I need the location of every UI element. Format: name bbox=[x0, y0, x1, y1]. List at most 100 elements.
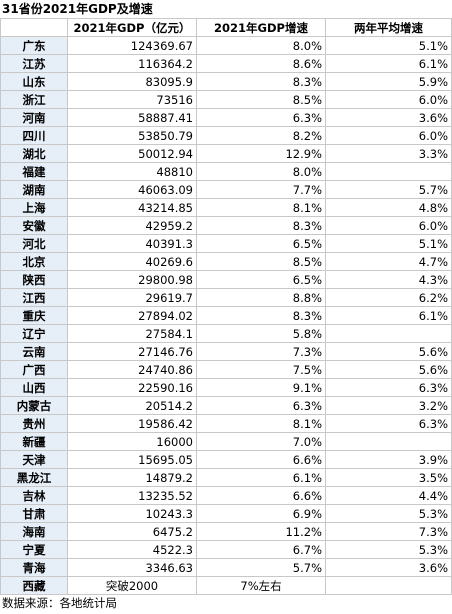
data-source-note: 数据来源：各地统计局 bbox=[2, 596, 117, 610]
two-year-avg-cell: 3.6% bbox=[325, 108, 452, 127]
two-year-avg-cell bbox=[325, 162, 452, 181]
two-year-avg-cell bbox=[325, 576, 452, 595]
two-year-avg-cell: 6.0% bbox=[325, 216, 452, 235]
table-row: 江苏 116364.2 8.6% 6.1% bbox=[0, 54, 452, 73]
two-year-avg-cell: 6.3% bbox=[325, 414, 452, 433]
growth-cell: 7.0% bbox=[196, 432, 326, 451]
two-year-avg-cell: 4.3% bbox=[325, 270, 452, 289]
province-cell: 甘肃 bbox=[0, 504, 68, 523]
province-cell: 陕西 bbox=[0, 270, 68, 289]
gdp-cell: 83095.9 bbox=[67, 72, 197, 91]
two-year-avg-cell: 6.1% bbox=[325, 306, 452, 325]
table-row: 湖北 50012.94 12.9% 3.3% bbox=[0, 144, 452, 163]
two-year-avg-cell: 5.3% bbox=[325, 540, 452, 559]
gdp-cell: 27146.76 bbox=[67, 342, 197, 361]
gdp-cell: 29800.98 bbox=[67, 270, 197, 289]
table-row: 重庆 27894.02 8.3% 6.1% bbox=[0, 306, 452, 325]
province-cell: 内蒙古 bbox=[0, 396, 68, 415]
gdp-cell: 29619.7 bbox=[67, 288, 197, 307]
province-cell: 湖北 bbox=[0, 144, 68, 163]
growth-cell: 6.3% bbox=[196, 108, 326, 127]
two-year-avg-cell bbox=[325, 324, 452, 343]
two-year-avg-cell: 4.4% bbox=[325, 486, 452, 505]
growth-cell: 6.9% bbox=[196, 504, 326, 523]
table-row: 吉林 13235.52 6.6% 4.4% bbox=[0, 486, 452, 505]
table-row: 陕西 29800.98 6.5% 4.3% bbox=[0, 270, 452, 289]
two-year-avg-cell: 3.9% bbox=[325, 450, 452, 469]
table-row: 上海 43214.85 8.1% 4.8% bbox=[0, 198, 452, 217]
gdp-cell: 6475.2 bbox=[67, 522, 197, 541]
table-row: 甘肃 10243.3 6.9% 5.3% bbox=[0, 504, 452, 523]
two-year-avg-cell: 5.6% bbox=[325, 342, 452, 361]
gdp-cell: 4522.3 bbox=[67, 540, 197, 559]
growth-cell: 8.3% bbox=[196, 306, 326, 325]
table-row: 安徽 42959.2 8.3% 6.0% bbox=[0, 216, 452, 235]
province-cell: 湖南 bbox=[0, 180, 68, 199]
two-year-avg-cell: 6.1% bbox=[325, 54, 452, 73]
gdp-cell: 46063.09 bbox=[67, 180, 197, 199]
gdp-cell: 27894.02 bbox=[67, 306, 197, 325]
growth-cell: 6.7% bbox=[196, 540, 326, 559]
growth-cell: 6.5% bbox=[196, 234, 326, 253]
gdp-cell: 3346.63 bbox=[67, 558, 197, 577]
gdp-cell: 10243.3 bbox=[67, 504, 197, 523]
province-cell: 宁夏 bbox=[0, 540, 68, 559]
table-row: 四川 53850.79 8.2% 6.0% bbox=[0, 126, 452, 145]
two-year-avg-cell: 4.8% bbox=[325, 198, 452, 217]
growth-cell: 8.3% bbox=[196, 216, 326, 235]
province-cell: 江西 bbox=[0, 288, 68, 307]
table-row: 贵州 19586.42 8.1% 6.3% bbox=[0, 414, 452, 433]
province-cell: 海南 bbox=[0, 522, 68, 541]
gdp-cell: 突破2000 bbox=[67, 576, 197, 595]
two-year-avg-cell: 5.1% bbox=[325, 36, 452, 55]
two-year-avg-cell: 5.6% bbox=[325, 360, 452, 379]
gdp-cell: 40269.6 bbox=[67, 252, 197, 271]
gdp-cell: 50012.94 bbox=[67, 144, 197, 163]
two-year-avg-cell: 7.3% bbox=[325, 522, 452, 541]
province-cell: 河南 bbox=[0, 108, 68, 127]
gdp-cell: 73516 bbox=[67, 90, 197, 109]
two-year-avg-cell: 6.0% bbox=[325, 126, 452, 145]
province-cell: 江苏 bbox=[0, 54, 68, 73]
growth-cell: 7.5% bbox=[196, 360, 326, 379]
growth-cell: 11.2% bbox=[196, 522, 326, 541]
table-row: 河南 58887.41 6.3% 3.6% bbox=[0, 108, 452, 127]
gdp-cell: 19586.42 bbox=[67, 414, 197, 433]
province-cell: 福建 bbox=[0, 162, 68, 181]
table-row: 广西 24740.86 7.5% 5.6% bbox=[0, 360, 452, 379]
growth-cell: 8.5% bbox=[196, 90, 326, 109]
gdp-cell: 48810 bbox=[67, 162, 197, 181]
province-cell: 吉林 bbox=[0, 486, 68, 505]
table-row: 北京 40269.6 8.5% 4.7% bbox=[0, 252, 452, 271]
province-cell: 新疆 bbox=[0, 432, 68, 451]
gdp-cell: 116364.2 bbox=[67, 54, 197, 73]
growth-cell: 8.8% bbox=[196, 288, 326, 307]
province-cell: 广西 bbox=[0, 360, 68, 379]
two-year-avg-cell: 3.2% bbox=[325, 396, 452, 415]
table-row: 西藏 突破2000 7%左右 bbox=[0, 576, 452, 595]
gdp-cell: 24740.86 bbox=[67, 360, 197, 379]
growth-cell: 6.1% bbox=[196, 468, 326, 487]
two-year-avg-cell: 4.7% bbox=[325, 252, 452, 271]
growth-cell: 8.0% bbox=[196, 36, 326, 55]
growth-cell: 8.3% bbox=[196, 72, 326, 91]
gdp-cell: 14879.2 bbox=[67, 468, 197, 487]
table-row: 江西 29619.7 8.8% 6.2% bbox=[0, 288, 452, 307]
province-cell: 广东 bbox=[0, 36, 68, 55]
province-cell: 云南 bbox=[0, 342, 68, 361]
two-year-avg-cell: 5.9% bbox=[325, 72, 452, 91]
province-cell: 西藏 bbox=[0, 576, 68, 595]
gdp-cell: 27584.1 bbox=[67, 324, 197, 343]
province-cell: 山西 bbox=[0, 378, 68, 397]
gdp-cell: 13235.52 bbox=[67, 486, 197, 505]
growth-cell: 7.3% bbox=[196, 342, 326, 361]
province-cell: 河北 bbox=[0, 234, 68, 253]
gdp-cell: 124369.67 bbox=[67, 36, 197, 55]
growth-cell: 5.8% bbox=[196, 324, 326, 343]
two-year-avg-cell: 6.0% bbox=[325, 90, 452, 109]
province-cell: 重庆 bbox=[0, 306, 68, 325]
two-year-avg-cell: 6.3% bbox=[325, 378, 452, 397]
table-row: 河北 40391.3 6.5% 5.1% bbox=[0, 234, 452, 253]
province-cell: 辽宁 bbox=[0, 324, 68, 343]
province-cell: 四川 bbox=[0, 126, 68, 145]
